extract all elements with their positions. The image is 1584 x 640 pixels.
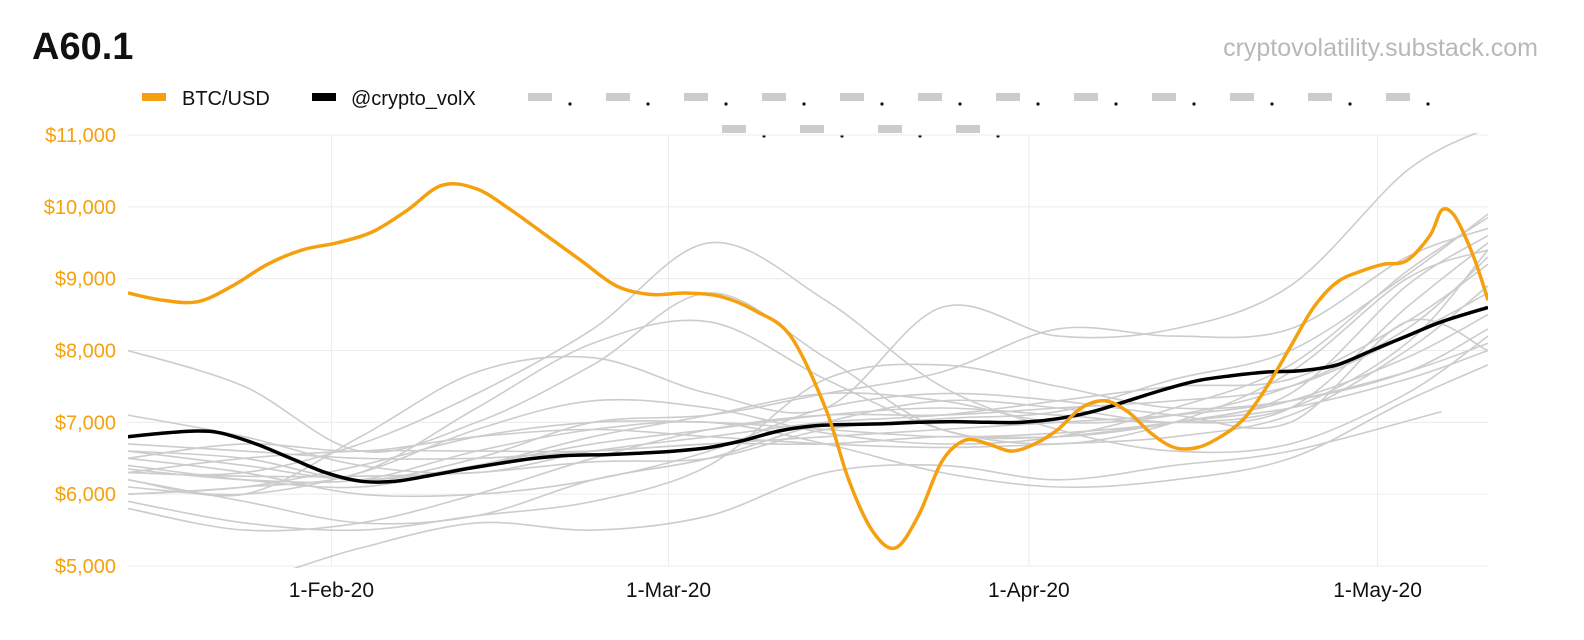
legend-dot-peer	[880, 102, 884, 106]
legend-dot-peer	[1270, 102, 1274, 106]
legend-dot-peer	[1114, 102, 1118, 106]
legend-dot-peer	[1192, 102, 1196, 106]
legend-swatch-peer	[918, 93, 942, 101]
x-tick-label: 1-May-20	[1333, 579, 1422, 602]
y-tick-label: $9,000	[55, 269, 116, 291]
legend-label-index[interactable]: @crypto_volX	[351, 88, 476, 110]
legend-swatch-peer	[762, 93, 786, 101]
source-credit: cryptovolatility.substack.com	[1223, 34, 1538, 62]
y-tick-label: $5,000	[55, 556, 116, 578]
legend-swatch-peer	[1230, 93, 1254, 101]
legend-swatch-peer	[1152, 93, 1176, 101]
legend: BTC/USD @crypto_volX	[142, 88, 1430, 138]
peer-series-line	[128, 241, 1488, 476]
legend-swatch-peer	[606, 93, 630, 101]
legend-swatch-peer	[528, 93, 552, 101]
peer-series	[128, 133, 1488, 568]
peer-series-line	[293, 410, 1442, 568]
x-tick-label: 1-Mar-20	[626, 579, 711, 602]
legend-swatch-peer	[800, 125, 824, 133]
legend-dot-peer	[568, 102, 572, 106]
peer-series-line	[128, 213, 1488, 478]
legend-dot-peer	[1426, 102, 1430, 106]
legend-swatch-btc[interactable]	[142, 93, 166, 101]
legend-swatch-peer	[956, 125, 980, 133]
legend-dot-peer	[802, 102, 806, 106]
legend-swatch-index[interactable]	[312, 93, 336, 101]
y-tick-label: $7,000	[55, 412, 116, 434]
peer-series-line	[128, 234, 1488, 453]
peer-series-line	[128, 313, 1488, 495]
x-tick-label: 1-Feb-20	[289, 579, 374, 602]
x-axis: 1-Feb-20 1-Mar-20 1-Apr-20 1-May-20	[289, 579, 1422, 602]
y-tick-label: $8,000	[55, 341, 116, 363]
legend-swatch-peer	[722, 125, 746, 133]
legend-dot-peer	[958, 102, 962, 106]
chart-title: A60.1	[32, 26, 134, 68]
legend-dot-peer	[646, 102, 650, 106]
peer-series-line	[128, 292, 1488, 532]
index-series-line	[128, 305, 1488, 484]
y-tick-label: $6,000	[55, 484, 116, 506]
legend-dot-peer	[1348, 102, 1352, 106]
y-axis: $5,000 $6,000 $7,000 $8,000 $9,000 $10,000 $11…	[44, 125, 116, 578]
x-tick-label: 1-Apr-20	[988, 579, 1070, 602]
y-tick-label: $10,000	[44, 197, 116, 219]
legend-peer-placeholders	[528, 93, 1430, 138]
main-series	[128, 181, 1488, 551]
peer-series-line	[128, 227, 1488, 481]
legend-dot-peer	[724, 102, 728, 106]
legend-label-btc[interactable]: BTC/USD	[182, 88, 270, 110]
legend-swatch-peer	[996, 93, 1020, 101]
legend-swatch-peer	[878, 125, 902, 133]
legend-swatch-peer	[684, 93, 708, 101]
y-tick-label: $11,000	[45, 125, 116, 147]
legend-dot-peer	[1036, 102, 1040, 106]
gridlines	[128, 134, 1488, 567]
peer-series-line	[128, 342, 1488, 460]
legend-swatch-peer	[1308, 93, 1332, 101]
legend-swatch-peer	[1386, 93, 1410, 101]
legend-swatch-peer	[840, 93, 864, 101]
btc-series-line	[128, 181, 1488, 551]
legend-swatch-peer	[1074, 93, 1098, 101]
